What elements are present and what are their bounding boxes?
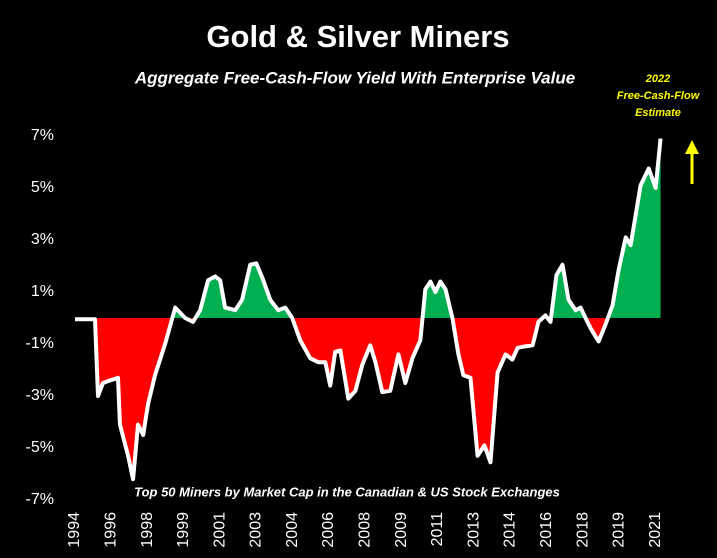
x-tick-label: 2008 bbox=[357, 512, 374, 548]
y-tick-label: -5% bbox=[26, 439, 54, 456]
chart-note: Top 50 Miners by Market Cap in the Canad… bbox=[134, 484, 560, 499]
chart-title: Gold & Silver Miners bbox=[206, 19, 509, 54]
x-tick-label: 2001 bbox=[211, 512, 228, 548]
x-tick-label: 2019 bbox=[610, 512, 627, 548]
y-tick-label: -7% bbox=[26, 491, 54, 508]
x-tick-label: 1999 bbox=[175, 512, 192, 548]
x-tick-label: 2016 bbox=[538, 512, 555, 548]
y-tick-label: -3% bbox=[26, 387, 54, 404]
x-tick-label: 2021 bbox=[647, 512, 664, 548]
y-tick-label: 5% bbox=[31, 179, 54, 196]
x-tick-label: 1998 bbox=[139, 512, 156, 548]
x-tick-label: 2011 bbox=[429, 512, 446, 547]
line bbox=[75, 138, 663, 482]
x-tick-label: 1994 bbox=[66, 512, 83, 548]
y-tick-label: 3% bbox=[31, 231, 54, 248]
y-tick-label: 7% bbox=[31, 127, 54, 144]
x-tick-label: 2004 bbox=[284, 512, 301, 548]
x-tick-label: 2003 bbox=[248, 512, 265, 548]
x-tick-label: 1996 bbox=[103, 512, 120, 548]
y-tick-label: 1% bbox=[31, 283, 54, 300]
x-tick-label: 2018 bbox=[574, 512, 591, 548]
chart-subtitle: Aggregate Free-Cash-Flow Yield With Ente… bbox=[134, 68, 575, 87]
x-tick-label: 2006 bbox=[320, 512, 337, 548]
annotation-line: 2022 bbox=[645, 73, 670, 85]
y-tick-label: -1% bbox=[26, 335, 54, 352]
annotation-line: Free-Cash-Flow bbox=[617, 90, 701, 102]
x-tick-label: 2013 bbox=[465, 512, 482, 548]
annotation-line: Estimate bbox=[635, 107, 681, 119]
x-tick-label: 2014 bbox=[502, 512, 519, 548]
x-tick-label: 2009 bbox=[393, 512, 410, 548]
annotation-arrowhead bbox=[685, 140, 699, 154]
